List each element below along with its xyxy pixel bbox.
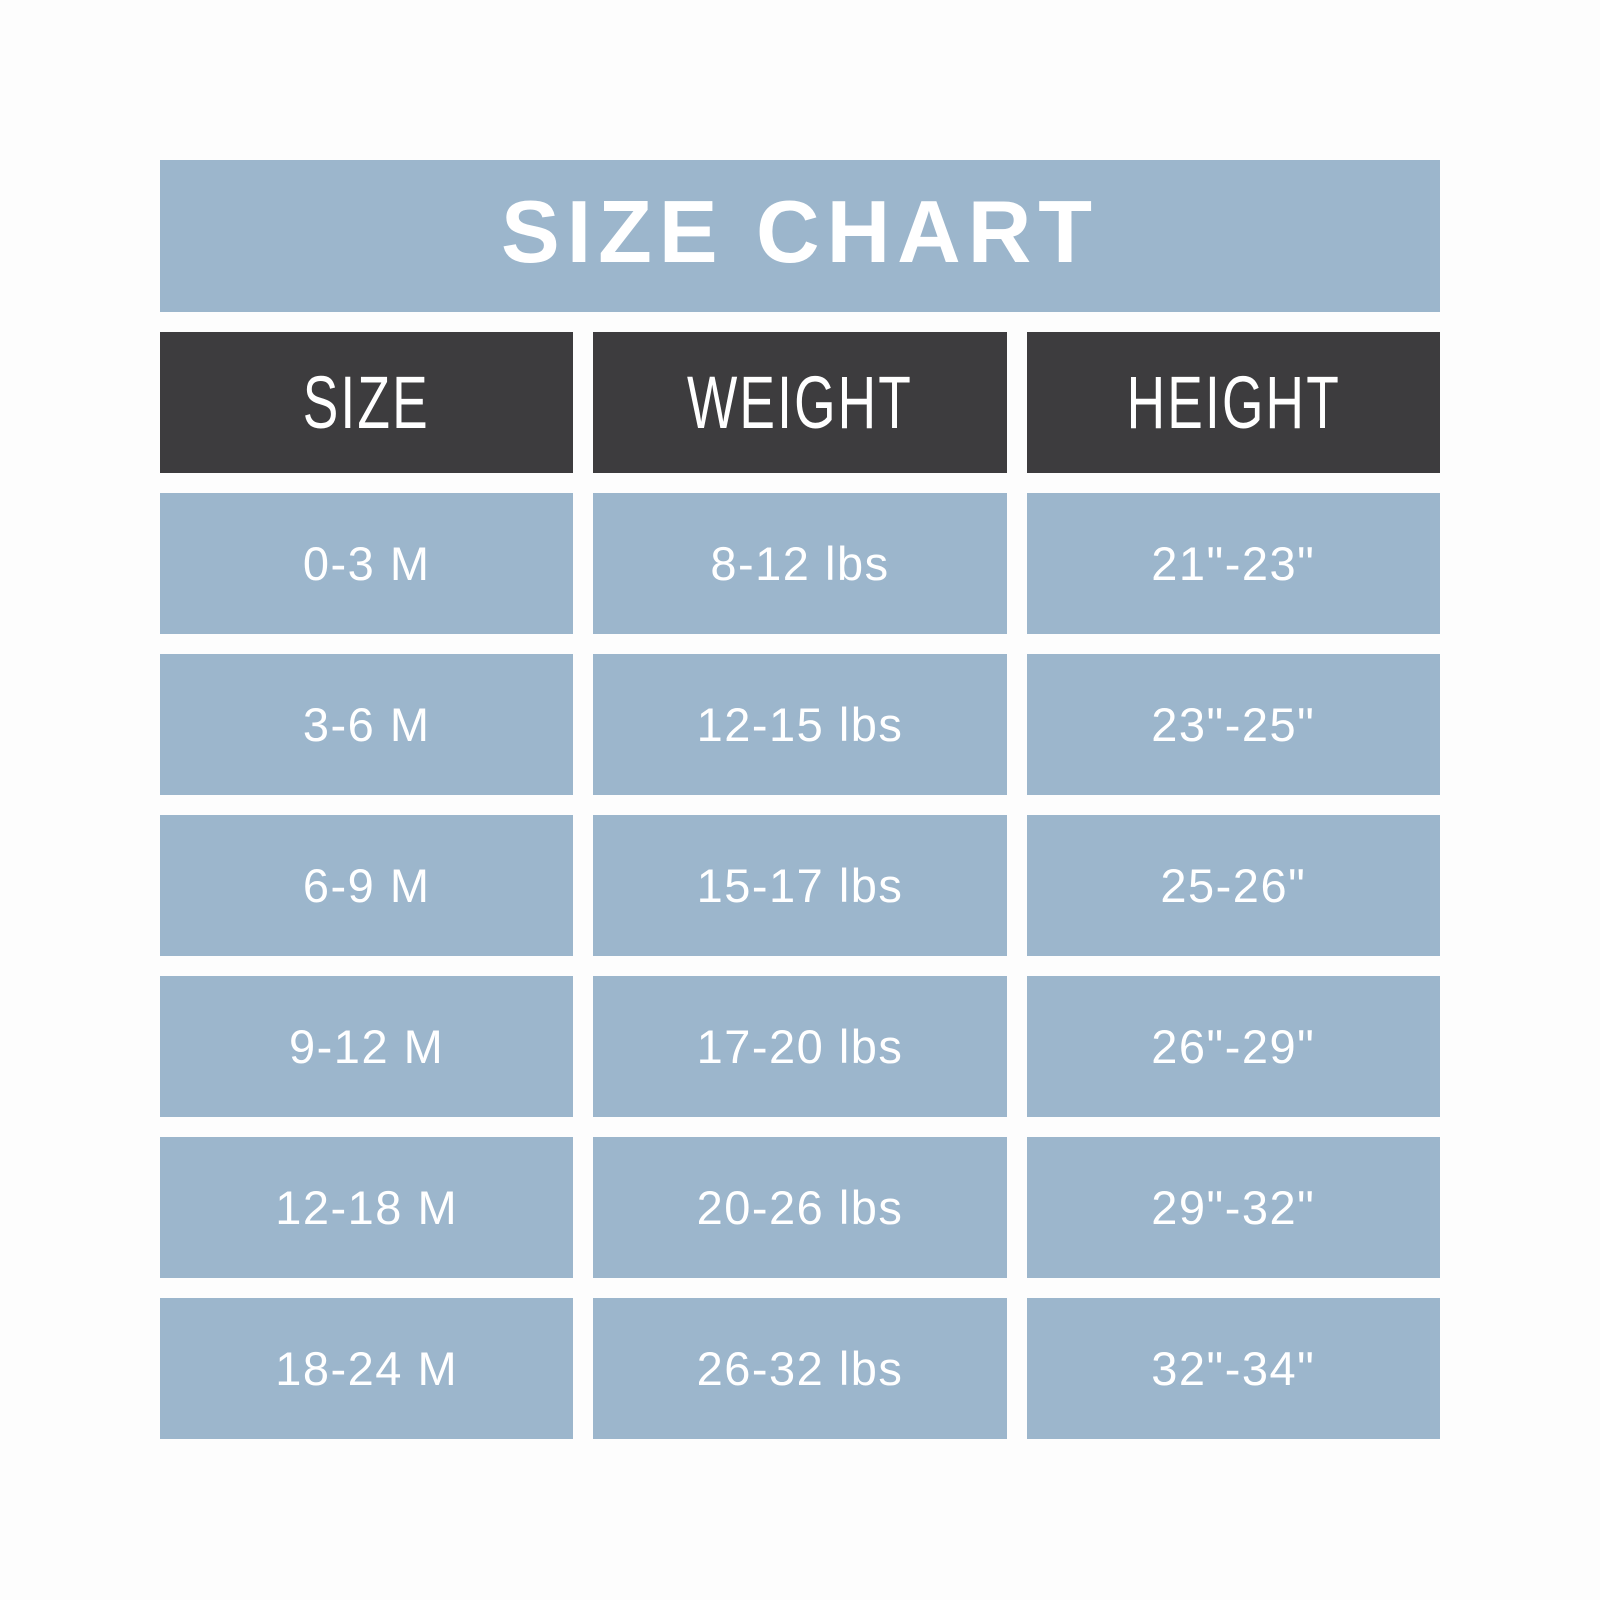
column-header-size-label: SIZE bbox=[303, 360, 431, 444]
cell-value: 23"-25" bbox=[1151, 698, 1316, 751]
table-cell-height-row4: 26"-29" bbox=[1026, 976, 1440, 1117]
table-cell-weight-row6: 26-32 lbs bbox=[593, 1298, 1007, 1439]
cell-value: 17-20 lbs bbox=[696, 1020, 904, 1073]
table-cell-height-row2: 23"-25" bbox=[1026, 654, 1440, 795]
chart-title-bar: SIZE CHART bbox=[160, 160, 1440, 312]
cell-value: 29"-32" bbox=[1151, 1181, 1316, 1234]
cell-value: 9-12 M bbox=[289, 1020, 445, 1073]
table-cell-height-row5: 29"-32" bbox=[1026, 1137, 1440, 1278]
size-chart: SIZE CHART SIZE WEIGHT HEIGHT 0-3 M 8-12… bbox=[160, 160, 1440, 1440]
cell-value: 20-26 lbs bbox=[696, 1181, 904, 1234]
cell-value: 32"-34" bbox=[1151, 1342, 1316, 1395]
table-cell-height-row1: 21"-23" bbox=[1026, 493, 1440, 634]
table-cell-size-row1: 0-3 M bbox=[160, 493, 574, 634]
cell-value: 25-26" bbox=[1160, 859, 1307, 912]
table-cell-size-row2: 3-6 M bbox=[160, 654, 574, 795]
table-cell-height-row6: 32"-34" bbox=[1026, 1298, 1440, 1439]
column-header-weight-label: WEIGHT bbox=[686, 360, 914, 444]
table-cell-weight-row4: 17-20 lbs bbox=[593, 976, 1007, 1117]
cell-value: 26"-29" bbox=[1151, 1020, 1316, 1073]
table-cell-weight-row2: 12-15 lbs bbox=[593, 654, 1007, 795]
table-cell-size-row5: 12-18 M bbox=[160, 1137, 574, 1278]
cell-value: 12-18 M bbox=[275, 1181, 459, 1234]
table-cell-size-row6: 18-24 M bbox=[160, 1298, 574, 1439]
cell-value: 0-3 M bbox=[302, 537, 431, 590]
table-cell-size-row4: 9-12 M bbox=[160, 976, 574, 1117]
cell-value: 18-24 M bbox=[275, 1342, 459, 1395]
column-header-height: HEIGHT bbox=[1026, 332, 1440, 473]
table-cell-weight-row5: 20-26 lbs bbox=[593, 1137, 1007, 1278]
table-cell-size-row3: 6-9 M bbox=[160, 815, 574, 956]
cell-value: 15-17 lbs bbox=[696, 859, 904, 912]
cell-value: 6-9 M bbox=[302, 859, 431, 912]
table-cell-height-row3: 25-26" bbox=[1026, 815, 1440, 956]
column-header-size: SIZE bbox=[160, 332, 574, 473]
table-cell-weight-row3: 15-17 lbs bbox=[593, 815, 1007, 956]
size-table: SIZE WEIGHT HEIGHT 0-3 M 8-12 lbs 21"-23… bbox=[160, 332, 1440, 1439]
chart-title: SIZE CHART bbox=[501, 182, 1099, 281]
cell-value: 26-32 lbs bbox=[696, 1342, 904, 1395]
cell-value: 3-6 M bbox=[302, 698, 431, 751]
cell-value: 12-15 lbs bbox=[696, 698, 904, 751]
column-header-height-label: HEIGHT bbox=[1126, 360, 1341, 444]
column-header-weight: WEIGHT bbox=[593, 332, 1007, 473]
cell-value: 21"-23" bbox=[1151, 537, 1316, 590]
table-cell-weight-row1: 8-12 lbs bbox=[593, 493, 1007, 634]
cell-value: 8-12 lbs bbox=[710, 537, 890, 590]
